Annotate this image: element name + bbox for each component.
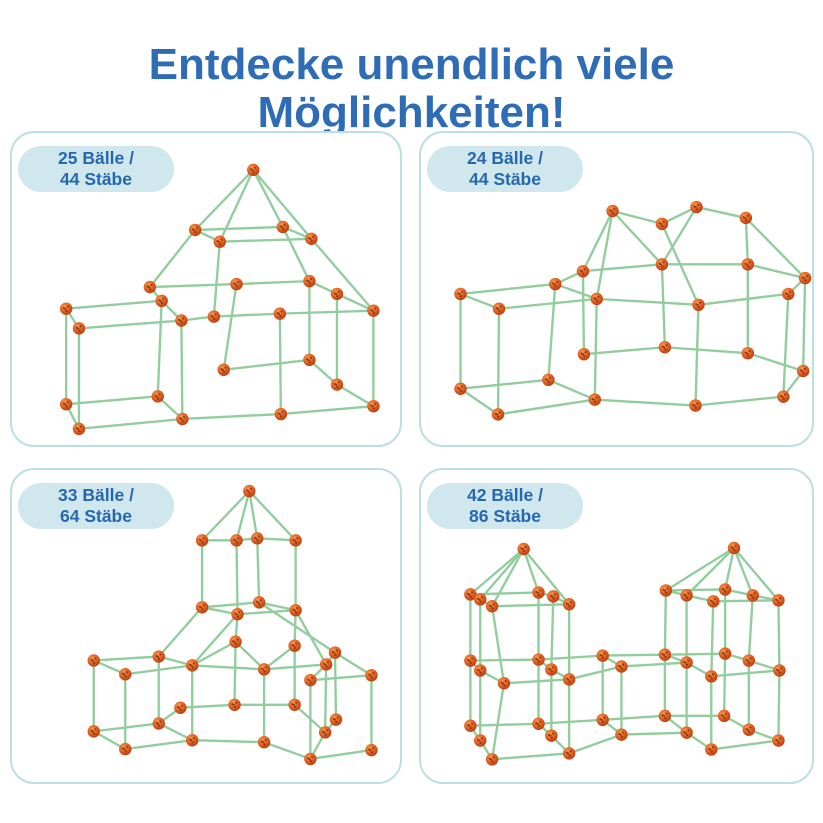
badge-sticks-count: 44 Stäbe xyxy=(60,169,132,189)
badge-balls-count: 33 Bälle / xyxy=(58,485,134,505)
tent-structure-image xyxy=(59,163,380,436)
config-panel-tower: 33 Bälle / 64 Stäbe xyxy=(10,468,402,784)
parts-count-badge: 42 Bälle / 86 Stäbe xyxy=(427,483,583,529)
parts-count-badge: 25 Bälle / 44 Stäbe xyxy=(18,146,174,192)
config-panel-castle: 42 Bälle / 86 Stäbe xyxy=(419,468,814,784)
page-title-line-2: Möglichkeiten! xyxy=(257,88,566,138)
badge-balls-count: 42 Bälle / xyxy=(467,485,543,505)
config-panel-tent: 25 Bälle / 44 Stäbe xyxy=(10,131,402,447)
config-panel-dome: 24 Bälle / 44 Stäbe xyxy=(419,131,814,447)
parts-count-badge: 33 Bälle / 64 Stäbe xyxy=(18,483,174,529)
badge-sticks-count: 64 Stäbe xyxy=(60,506,132,526)
page-title: Entdecke unendlich viele Möglichkeiten! xyxy=(0,41,823,137)
badge-balls-count: 25 Bälle / xyxy=(58,148,134,168)
castle-structure-image xyxy=(464,541,786,766)
tower-structure-image xyxy=(87,484,378,766)
page-title-line-1: Entdecke unendlich viele xyxy=(148,40,675,90)
badge-sticks-count: 86 Stäbe xyxy=(469,506,541,526)
parts-count-badge: 24 Bälle / 44 Stäbe xyxy=(427,146,583,192)
dome-structure-image xyxy=(454,200,812,421)
badge-balls-count: 24 Bälle / xyxy=(467,148,543,168)
badge-sticks-count: 44 Stäbe xyxy=(469,169,541,189)
